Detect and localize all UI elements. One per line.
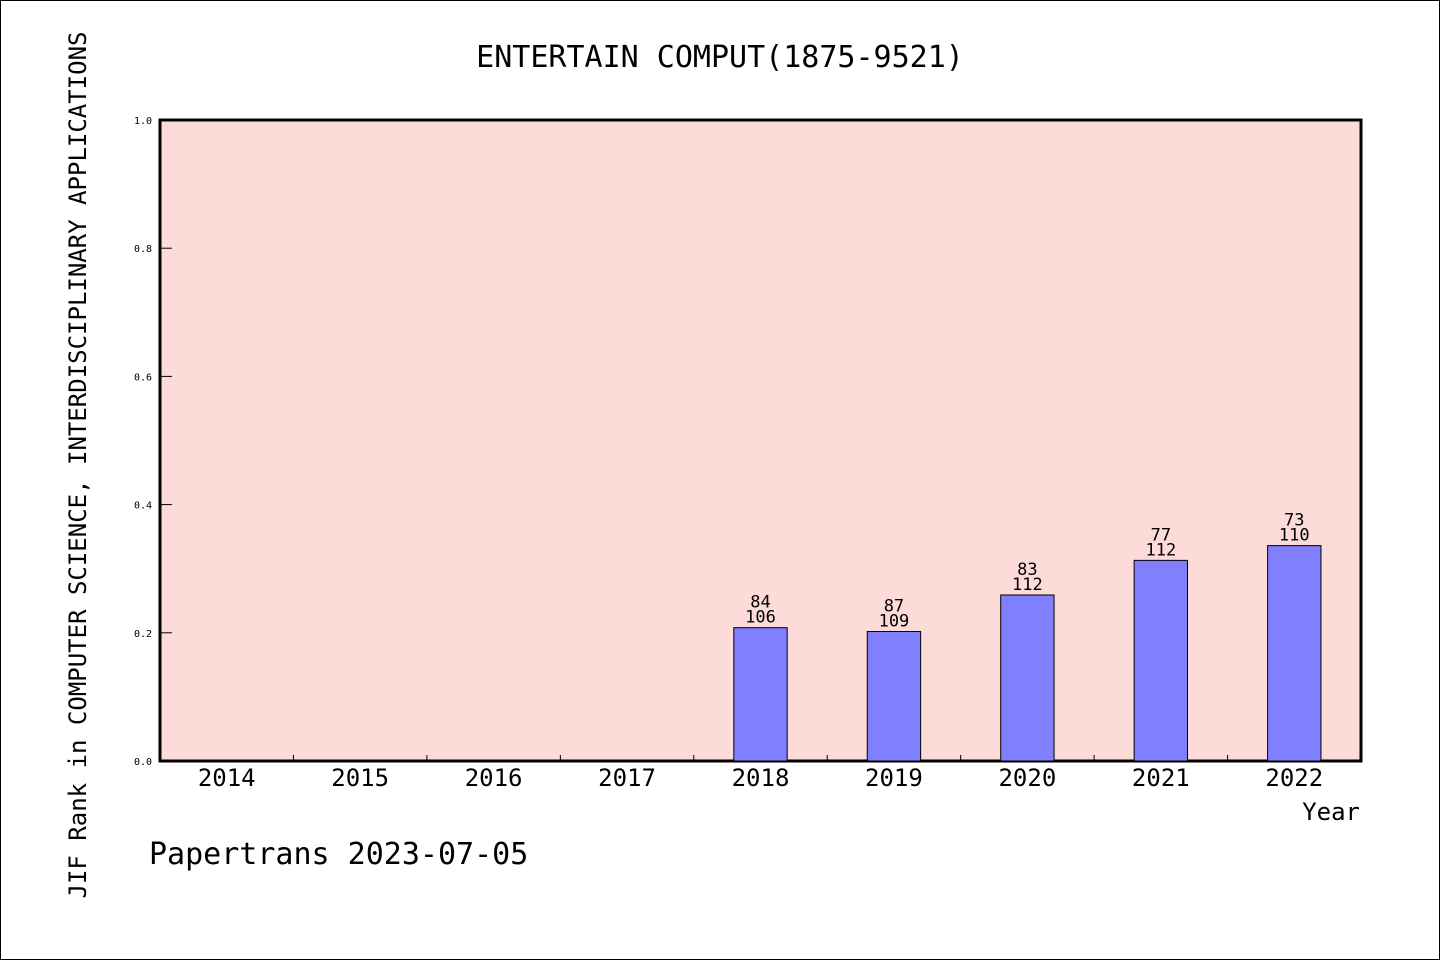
x-tick-label: 2021	[1132, 764, 1190, 792]
bar-rank-label: 87	[884, 597, 904, 617]
bar-total-label: 109	[879, 612, 910, 632]
bar-2021	[1133, 559, 1189, 762]
bar-series	[733, 545, 1322, 762]
bar-2022	[1267, 545, 1322, 762]
y-tick-label: 0.0	[134, 757, 152, 768]
y-tick-label: 1.0	[134, 116, 152, 127]
bar-rank-label: 77	[1151, 525, 1171, 545]
bar-rank-label: 73	[1284, 511, 1304, 531]
x-tick-label: 2015	[331, 764, 389, 792]
footer-stamp: Papertrans 2023-07-05	[149, 837, 528, 872]
bar-total-label: 112	[1145, 540, 1176, 560]
x-tick-label: 2022	[1265, 764, 1323, 792]
bar-2020	[1000, 594, 1055, 762]
y-tick-label: 0.2	[134, 629, 152, 640]
x-axis-ticks: 2014 2015 2016 2017 2018 2019 2020 2021 2022	[198, 755, 1323, 792]
x-tick-label: 2018	[732, 764, 790, 792]
x-tick-label: 2014	[198, 764, 256, 792]
bar-2018	[733, 627, 788, 762]
y-axis-ticks: 0.0 0.2 0.4 0.6 0.8 1.0	[134, 116, 172, 768]
bar-2019	[866, 631, 922, 762]
y-tick-label: 0.8	[134, 244, 152, 255]
bar-total-label: 110	[1279, 526, 1310, 546]
bar-total-label: 106	[745, 608, 776, 628]
x-axis-label: Year	[1302, 798, 1360, 826]
bar-total-label: 112	[1012, 575, 1043, 595]
x-tick-label: 2020	[998, 764, 1056, 792]
y-tick-label: 0.6	[134, 372, 152, 383]
chart-title: ENTERTAIN COMPUT(1875-9521)	[476, 40, 964, 75]
y-axis-label: JIF Rank in COMPUTER SCIENCE, INTERDISCI…	[64, 32, 92, 899]
x-tick-label: 2019	[865, 764, 923, 792]
bar-rank-label: 84	[750, 593, 770, 613]
bar-rank-label: 83	[1017, 560, 1037, 580]
x-tick-label: 2017	[598, 764, 656, 792]
y-tick-label: 0.4	[134, 501, 152, 512]
x-tick-label: 2016	[465, 764, 523, 792]
